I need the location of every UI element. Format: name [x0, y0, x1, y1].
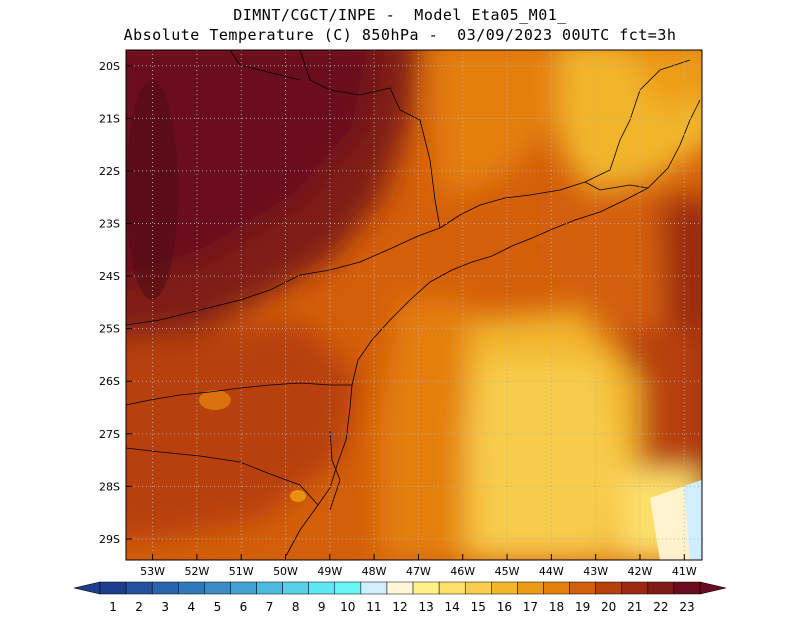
colorbar-label: 16 — [497, 600, 512, 614]
colorbar-swatch — [308, 581, 336, 595]
colorbar-label: 2 — [135, 600, 143, 614]
lon-label: 43W — [583, 565, 608, 578]
colorbar-label: 3 — [161, 600, 169, 614]
colorbar-swatch — [256, 581, 283, 595]
lon-label: 48W — [362, 565, 387, 578]
colorbar-swatch — [360, 581, 388, 595]
lat-label: 29S — [99, 533, 120, 546]
colorbar-label: 17 — [523, 600, 538, 614]
colorbar-label: 12 — [392, 600, 407, 614]
colorbar-swatch — [230, 581, 257, 595]
lon-label: 45W — [495, 565, 520, 578]
colorbar-swatch — [334, 581, 362, 595]
colorbar-label: 8 — [292, 600, 300, 614]
lat-label: 20S — [99, 60, 120, 73]
lon-label: 42W — [628, 565, 653, 578]
coastline-borders — [126, 50, 701, 557]
latitude-ticks: 20S 21S 22S 23S 24S 25S 26S 27S 28S 29S — [99, 60, 132, 546]
colorbar-swatch — [125, 581, 153, 595]
colorbar-swatch — [543, 581, 570, 595]
colorbar-label: 13 — [418, 600, 433, 614]
lat-label: 21S — [99, 112, 120, 125]
map-title-line2: Absolute Temperature (C) 850hPa - 03/09/… — [123, 26, 677, 44]
lon-label: 53W — [140, 565, 165, 578]
map-frame — [125, 49, 703, 561]
colorbar: 1 2 3 4 5 6 7 8 9 10 11 12 13 14 15 16 17 18 19 20 21 22 23 — [73, 581, 727, 614]
colorbar-swatch — [438, 581, 466, 595]
lon-label: 49W — [317, 565, 342, 578]
colorbar-swatch — [99, 581, 127, 595]
colorbar-swatch — [621, 581, 649, 595]
colorbar-swatch — [647, 581, 675, 595]
colorbar-swatch — [569, 581, 596, 595]
lon-label: 41W — [672, 565, 697, 578]
colorbar-label: 21 — [627, 600, 642, 614]
lat-label: 23S — [99, 218, 120, 231]
colorbar-arrow-left — [73, 581, 101, 595]
colorbar-label: 11 — [366, 600, 381, 614]
colorbar-label: 1 — [109, 600, 117, 614]
colorbar-swatch — [517, 581, 544, 595]
colorbar-swatch — [673, 581, 701, 595]
colorbar-swatch — [386, 581, 414, 595]
map-title-line1: DIMNT/CGCT/INPE - Model Eta05_M01_ — [233, 6, 567, 24]
colorbar-swatch — [282, 581, 309, 595]
lat-label: 27S — [99, 428, 120, 441]
temperature-field — [126, 50, 702, 560]
colorbar-label: 23 — [679, 600, 694, 614]
colorbar-label: 20 — [601, 600, 616, 614]
lon-label: 50W — [273, 565, 298, 578]
lat-label: 28S — [99, 480, 120, 493]
colorbar-label: 18 — [549, 600, 564, 614]
longitude-ticks: 53W 52W 51W 50W 49W 48W 47W 46W 45W 44W 43W 42W 41W — [140, 554, 697, 578]
lat-label: 22S — [99, 165, 120, 178]
colorbar-swatch — [178, 581, 205, 595]
colorbar-arrow-right — [699, 581, 727, 595]
colorbar-label: 9 — [318, 600, 326, 614]
lon-label: 47W — [406, 565, 431, 578]
lon-label: 52W — [184, 565, 209, 578]
colorbar-label: 7 — [266, 600, 274, 614]
colorbar-label: 15 — [471, 600, 486, 614]
colorbar-swatch — [464, 581, 492, 595]
colorbar-label: 19 — [575, 600, 590, 614]
colorbar-label: 14 — [445, 600, 460, 614]
colorbar-label: 6 — [240, 600, 248, 614]
colorbar-label: 5 — [214, 600, 222, 614]
colorbar-label: 4 — [187, 600, 195, 614]
colorbar-label: 10 — [340, 600, 355, 614]
lat-label: 25S — [99, 323, 120, 336]
gridlines — [126, 50, 702, 560]
colorbar-swatch — [412, 581, 440, 595]
lat-label: 24S — [99, 270, 120, 283]
lon-label: 46W — [450, 565, 475, 578]
colorbar-swatch — [491, 581, 518, 595]
lon-label: 51W — [229, 565, 254, 578]
colorbar-swatch — [204, 581, 231, 595]
colorbar-swatch — [151, 581, 179, 595]
lat-label: 26S — [99, 375, 120, 388]
colorbar-swatch — [595, 581, 622, 595]
lon-label: 44W — [539, 565, 564, 578]
colorbar-label: 22 — [653, 600, 668, 614]
